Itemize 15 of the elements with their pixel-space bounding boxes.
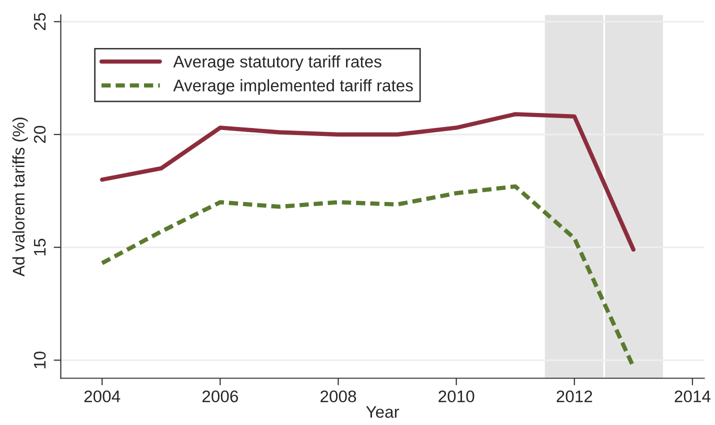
x-tick-label: 2004 (84, 390, 120, 402)
y-axis-title: Ad valorem tariffs (%) (12, 118, 28, 276)
x-tick-label: 2008 (320, 390, 356, 402)
y-tick-label: 25 (34, 13, 46, 30)
legend-label: Average statutory tariff rates (173, 55, 382, 71)
line-series (100, 112, 636, 252)
legend-label: Average implemented tariff rates (173, 79, 413, 95)
x-tick-label: 2014 (674, 390, 711, 402)
y-tick-label: 15 (34, 238, 46, 256)
x-axis-title: Year (366, 406, 400, 418)
x-tick-label: 2012 (556, 390, 592, 402)
x-tick-label: 2010 (438, 390, 474, 402)
y-tick-label: 10 (34, 352, 46, 368)
y-tick-label: 20 (34, 126, 46, 143)
x-tick-label: 2006 (202, 390, 238, 402)
